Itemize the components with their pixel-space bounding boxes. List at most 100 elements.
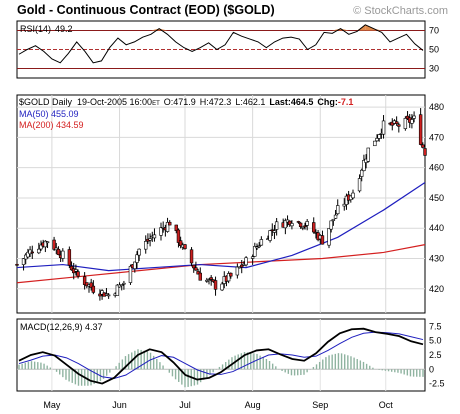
price-bar-body [329,220,333,230]
price-bar-body [198,272,202,281]
price-bar-body [52,239,56,250]
price-bar-body [178,240,183,246]
price-bar-body [165,222,170,232]
price-bar-body [333,214,338,219]
price-bar-body [298,222,303,227]
price-ytick-label: 420 [429,284,444,294]
price-bar-body [362,160,366,171]
price-bar-body [106,294,111,297]
price-ytick-label: 440 [429,223,444,233]
price-bar-body [133,261,137,269]
price-bar-body [274,221,279,230]
price-bar-body [394,121,399,124]
chart-title: Gold - Continuous Contract (EOD) ($GOLD) [17,3,275,17]
price-bar-body [226,273,231,282]
ma50-legend: MA(50) 455.09 [19,109,79,119]
macd-ytick-label: 5.0 [429,336,442,346]
price-bar-body [327,228,331,246]
price-bar-body [412,115,416,119]
price-bar-body [296,221,301,223]
price-bar-body [69,266,74,271]
price-bar-body [268,230,272,241]
price-bar-body [137,248,141,256]
price-bar-body [237,266,242,269]
price-bar-body [104,293,109,296]
watermark: © StockCharts.com [353,5,448,17]
price-bar-body [54,247,58,251]
price-bar-body [283,220,288,229]
price-bar-body [176,229,181,243]
x-axis-month-label: Jul [179,400,191,410]
price-bar-body [159,227,163,236]
price-bar-body [366,147,370,162]
price-bar-body [30,251,34,254]
price-bar-body [336,205,340,215]
price-bar-body [240,264,244,268]
price-bar-body [255,246,259,249]
price-bar-body [148,238,152,241]
price-bar-body [421,144,425,148]
macd-ytick-label: 0 [429,364,434,374]
price-bar-body [196,271,200,275]
ma50-line [16,182,426,272]
price-bar-body [312,222,316,233]
macd-ytick-label: 7.5 [429,321,442,331]
price-ytick-label: 430 [429,254,444,264]
price-bar-body [39,244,43,250]
price-bar-body [174,224,178,231]
price-bar-body [305,221,309,226]
price-bar-body [115,284,120,296]
price-bar-body [89,282,93,288]
macd-signal-line [18,331,424,379]
price-bar-body [405,115,410,119]
price-bar-body [67,249,72,266]
macd-ytick-label: -2.5 [429,379,445,389]
price-bar-body [135,254,139,263]
price-bar-body [192,264,196,269]
price-bar-body [235,266,240,276]
price-bar-body [270,229,274,232]
price-bar-body [257,245,261,248]
price-bar-body [117,284,122,288]
price-bar-body [45,241,50,244]
price-panel: 420 430 440 450 460 470 480 $GOLD Daily 19-Oct-… [15,94,444,314]
price-bar-body [91,285,96,293]
price-bar-body [209,277,213,280]
price-bar-body [288,220,292,226]
price-bar-body [168,221,172,226]
price-bar-body [220,283,224,291]
price-bar-body [37,248,41,254]
price-bar-body [244,257,248,266]
price-bar-body [377,134,381,139]
price-ytick-label: 460 [429,163,444,173]
price-bar-body [373,140,377,147]
price-info: $GOLD Daily 19-Oct-2005 16:00ET O:471.9 H:4… [19,97,353,107]
price-bar-body [207,279,211,281]
x-axis-month-label: Oct [379,400,394,410]
price-bar-body [56,248,61,255]
price-bar-body [351,192,355,199]
price-bar-body [120,284,124,286]
price-bar-body [418,114,423,145]
price-bar-body [320,235,325,245]
price-bar-body [397,124,401,127]
price-bar-body [357,178,362,192]
price-bar-body [331,218,336,221]
ma200-legend: MA(200) 434.59 [19,120,84,130]
price-ytick-label: 450 [429,193,444,203]
price-ytick-label: 480 [429,102,444,112]
price-bar-body [360,169,364,177]
price-bar-body [213,280,218,290]
price-bar-body [253,246,257,257]
macd-label: MACD(12,26,9) 4.37 [20,322,103,332]
price-bar-body [303,225,307,228]
rsi-ytick-label: 70 [429,26,439,36]
x-axis-month-label: Sep [312,400,328,410]
price-bar-body [423,148,427,156]
rsi-panel: 30 50 70 RSI(14) 49.2 [16,20,439,79]
price-bar-body [301,226,305,229]
price-bar-body [26,251,30,258]
rsi-ytick-label: 30 [429,64,439,74]
price-bar-body [250,256,255,259]
